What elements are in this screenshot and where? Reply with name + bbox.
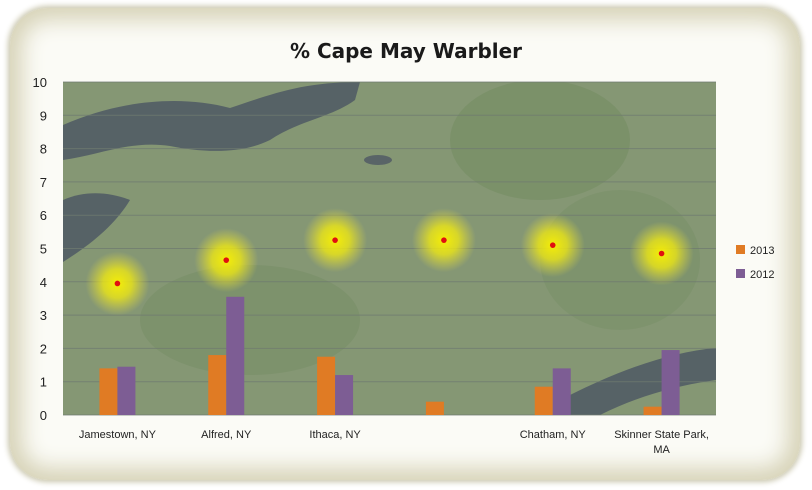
markers	[114, 237, 665, 287]
bar-2012	[226, 296, 245, 415]
bar-2013	[208, 355, 227, 415]
legend-swatch-2012	[736, 269, 745, 278]
category-label: Alfred, NY	[201, 429, 252, 441]
marker-point	[332, 237, 338, 243]
legend-swatch-2013	[736, 245, 745, 254]
bars	[99, 296, 680, 415]
bar-2013	[317, 356, 336, 415]
bar-2013	[643, 406, 662, 415]
legend-label: 2013	[750, 245, 774, 257]
category-label: Skinner State Park,	[614, 429, 709, 441]
y-tick-label: 1	[40, 375, 47, 390]
category-label: Chatham, NY	[520, 429, 587, 441]
legend: 2013 2012	[736, 245, 774, 281]
bar-2012	[335, 375, 354, 415]
y-tick-label: 10	[33, 75, 47, 90]
y-tick-label: 9	[40, 108, 47, 123]
chart-title: % Cape May Warbler	[290, 39, 522, 63]
bar-2012	[661, 350, 680, 415]
y-tick-label: 4	[40, 275, 47, 290]
legend-label: 2012	[750, 269, 774, 281]
marker-point	[441, 237, 447, 243]
marker-point	[549, 242, 556, 248]
y-tick-label: 0	[40, 408, 47, 423]
bar-2012	[552, 368, 571, 415]
lake-ontario	[63, 82, 360, 160]
gridlines	[63, 81, 716, 416]
category-label: Jamestown, NY	[79, 429, 157, 441]
small-lake	[364, 155, 392, 165]
y-tick-label: 7	[40, 175, 47, 190]
y-axis-tick-labels: 0 1 2 3 4 5 6 7 8 9 10	[33, 75, 47, 423]
bar-2013	[534, 386, 553, 415]
x-axis-category-labels: Jamestown, NY Alfred, NY Ithaca, NY Chatham…	[79, 429, 709, 456]
lake-erie	[63, 193, 130, 262]
y-tick-label: 2	[40, 341, 47, 356]
y-tick-label: 5	[40, 242, 47, 257]
y-tick-label: 3	[40, 308, 47, 323]
y-tick-label: 8	[40, 142, 47, 157]
category-label: MA	[653, 444, 670, 456]
y-tick-label: 6	[40, 208, 47, 223]
bar-2013	[99, 368, 118, 415]
bar-2013	[425, 401, 444, 415]
bar-2012	[117, 366, 136, 415]
marker-point	[114, 280, 121, 287]
marker-point	[658, 250, 665, 257]
category-label: Ithaca, NY	[309, 429, 361, 441]
map-background	[63, 82, 716, 415]
marker-point	[223, 257, 230, 263]
